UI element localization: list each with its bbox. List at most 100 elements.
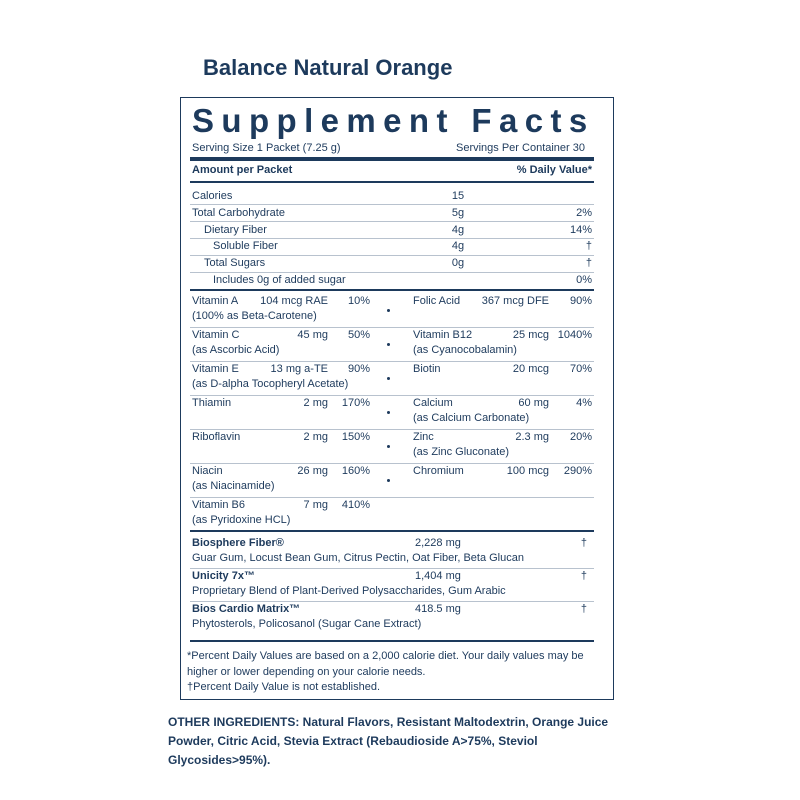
nutrient-name: Total Carbohydrate	[192, 206, 285, 219]
separator-dot	[387, 377, 390, 380]
rule	[190, 497, 594, 498]
separator-dot	[387, 343, 390, 346]
separator-dot	[387, 411, 390, 414]
vitamin-dv: 70%	[569, 363, 592, 375]
rule	[190, 395, 594, 396]
vitamin-name: Folic Acid	[413, 295, 461, 307]
vitamin-dv: 90%	[347, 363, 370, 375]
rule	[190, 204, 594, 206]
vitamin-amount: 2 mg	[303, 397, 328, 409]
nutrient-name: Dietary Fiber	[204, 223, 267, 236]
vitamin-name: Zinc	[413, 431, 434, 443]
separator-dot	[387, 309, 390, 312]
vitamin-amount: 13 mg a-TE	[270, 363, 328, 375]
vitamin-name: Chromium	[413, 465, 464, 477]
vitamin-name: Vitamin B6	[192, 499, 245, 511]
vitamin-dv: 150%	[341, 431, 370, 443]
nutrient-dv: †	[585, 240, 592, 253]
vitamin-dv: 20%	[569, 431, 592, 443]
nutrient-name: Includes 0g of added sugar	[213, 274, 346, 286]
vitamin-note: (as D-alpha Tocopheryl Acetate)	[192, 378, 349, 390]
rule	[190, 271, 594, 273]
blend-amount: 1,404 mg	[415, 570, 461, 582]
blend-dv: †	[580, 537, 587, 549]
blend-name: Bios Cardio Matrix™	[192, 603, 301, 615]
nutrient-dv: 2%	[576, 206, 592, 219]
amount-header: Amount per Packet	[192, 164, 293, 176]
blend-dv: †	[580, 603, 587, 615]
rule	[190, 181, 594, 183]
blend-description: Guar Gum, Locust Bean Gum, Citrus Pectin…	[192, 552, 524, 564]
vitamin-amount: 45 mg	[297, 329, 328, 341]
nutrient-dv: 14%	[569, 223, 592, 236]
vitamin-amount: 25 mcg	[512, 329, 549, 341]
rule	[190, 327, 594, 328]
nutrient-name: Calories	[192, 190, 233, 202]
vitamin-amount: 100 mcg	[506, 465, 549, 477]
vitamin-dv: 10%	[347, 295, 370, 307]
product-title: Balance Natural Orange	[203, 55, 453, 80]
rule	[190, 568, 594, 569]
facts-heading: Supplement Facts	[192, 102, 595, 139]
nutrient-amount: 15	[451, 190, 465, 202]
vitamin-name: Vitamin B12	[413, 329, 473, 341]
vitamin-dv: 4%	[576, 397, 592, 409]
blend-description: Proprietary Blend of Plant-Derived Polys…	[192, 585, 506, 597]
rule	[190, 530, 594, 532]
servings-per-container: Servings Per Container 30	[455, 142, 585, 154]
vitamin-name: Vitamin E	[192, 363, 239, 375]
nutrient-amount: 5g	[451, 206, 465, 219]
vitamin-amount: 7 mg	[303, 499, 328, 511]
rule	[190, 361, 594, 362]
blend-description: Phytosterols, Policosanol (Sugar Cane Ex…	[192, 618, 422, 630]
rule	[190, 463, 594, 464]
nutrient-dv: †	[585, 257, 592, 270]
rule	[190, 221, 594, 223]
vitamin-amount: 2.3 mg	[515, 431, 549, 443]
blend-dv: †	[580, 570, 587, 582]
vitamin-amount: 26 mg	[297, 465, 328, 477]
rule	[190, 157, 594, 161]
blend-name: Biosphere Fiber®	[192, 537, 284, 549]
footnote: †Percent Daily Value is not established.	[187, 681, 381, 693]
vitamin-note: (as Niacinamide)	[192, 480, 275, 492]
vitamin-dv: 1040%	[557, 329, 592, 341]
nutrient-amount: 0g	[451, 257, 465, 270]
vitamin-name: Calcium	[413, 397, 453, 409]
vitamin-dv: 50%	[347, 329, 370, 341]
vitamin-dv: 410%	[341, 499, 370, 511]
dv-header: % Daily Value*	[516, 164, 592, 176]
separator-dot	[387, 479, 390, 482]
rule	[190, 289, 594, 291]
vitamin-amount: 60 mg	[518, 397, 549, 409]
rule	[190, 429, 594, 430]
vitamin-dv: 170%	[341, 397, 370, 409]
nutrient-dv: 0%	[576, 274, 592, 286]
separator-dot	[387, 445, 390, 448]
blend-amount: 2,228 mg	[415, 537, 461, 549]
serving-size: Serving Size 1 Packet (7.25 g)	[192, 142, 341, 154]
vitamin-amount: 367 mcg DFE	[481, 295, 549, 307]
vitamin-amount: 104 mcg RAE	[260, 295, 328, 307]
vitamin-note: (as Cyanocobalamin)	[413, 344, 517, 356]
vitamin-dv: 90%	[569, 295, 592, 307]
vitamin-dv: 290%	[563, 465, 592, 477]
vitamin-name: Niacin	[192, 465, 223, 477]
nutrient-amount: 4g	[451, 223, 465, 236]
rule	[190, 237, 594, 239]
vitamin-name: Biotin	[413, 363, 441, 375]
vitamin-note: (as Zinc Gluconate)	[413, 446, 509, 458]
nutrient-amount: 4g	[451, 240, 465, 253]
rule	[190, 254, 594, 256]
vitamin-dv: 160%	[341, 465, 370, 477]
vitamin-amount: 20 mcg	[512, 363, 549, 375]
vitamin-note: (100% as Beta-Carotene)	[192, 310, 317, 322]
vitamin-note: (as Ascorbic Acid)	[192, 344, 280, 356]
nutrient-name: Total Sugars	[204, 257, 266, 270]
vitamin-name: Vitamin C	[192, 329, 240, 341]
vitamin-note: (as Calcium Carbonate)	[413, 412, 530, 424]
rule	[190, 640, 594, 642]
vitamin-name: Thiamin	[192, 397, 232, 409]
other-ingredients: OTHER INGREDIENTS: Natural Flavors, Resi…	[168, 715, 609, 767]
